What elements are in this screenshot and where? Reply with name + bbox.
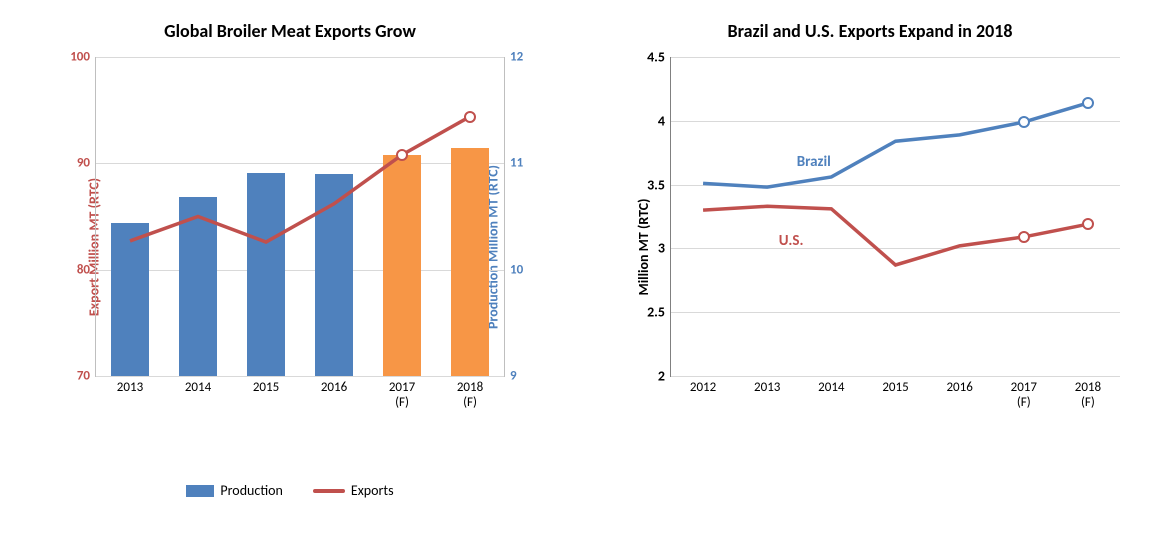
- legend-swatch-production: [186, 485, 214, 497]
- chart1-body: Export Million MT (RTC) Production Milli…: [40, 57, 560, 437]
- ytick-left: 90: [77, 156, 90, 171]
- marker-icon: [464, 111, 476, 123]
- series-line-us: [703, 206, 1088, 265]
- series-line-brazil: [703, 103, 1088, 187]
- xtick: 2014: [818, 380, 844, 395]
- ytick: 2.5: [647, 304, 665, 321]
- gridline: [96, 376, 504, 377]
- legend-item-production: Production: [186, 482, 282, 499]
- xtick: 2013: [754, 380, 780, 395]
- series-label-brazil: Brazil: [797, 153, 831, 171]
- ytick: 3: [658, 240, 665, 257]
- chart1-title: Global Broiler Meat Exports Grow: [20, 20, 560, 42]
- xtick: 2017 (F): [1011, 380, 1037, 410]
- xtick: 2015: [253, 380, 279, 395]
- chart2-title: Brazil and U.S. Exports Expand in 2018: [600, 20, 1140, 42]
- chart1-plot-area: 708090100910111220132014201520162017 (F)…: [95, 57, 505, 377]
- chart2-body: Million MT (RTC) 22.533.544.520122013201…: [600, 57, 1140, 437]
- xtick: 2016: [946, 380, 972, 395]
- xtick: 2018 (F): [1075, 380, 1101, 410]
- xtick: 2016: [321, 380, 347, 395]
- xtick: 2012: [690, 380, 716, 395]
- ytick: 4: [658, 112, 665, 129]
- chart2-y-axis-label: Million MT (RTC): [635, 198, 652, 295]
- ytick-right: 10: [510, 262, 523, 277]
- xtick: 2017 (F): [389, 380, 415, 410]
- legend-label-production: Production: [220, 482, 282, 499]
- legend-label-exports: Exports: [351, 482, 394, 499]
- xtick: 2018 (F): [457, 380, 483, 410]
- ytick: 4.5: [647, 49, 665, 66]
- charts-container: Global Broiler Meat Exports Grow Export …: [20, 20, 1147, 499]
- xtick: 2015: [882, 380, 908, 395]
- marker-icon: [1082, 218, 1094, 230]
- ytick-left: 100: [70, 50, 90, 65]
- ytick-right: 12: [510, 50, 523, 65]
- legend-item-exports: Exports: [313, 482, 394, 499]
- chart-global-broiler: Global Broiler Meat Exports Grow Export …: [20, 20, 560, 499]
- chart-brazil-us: Brazil and U.S. Exports Expand in 2018 M…: [600, 20, 1140, 437]
- exports-line: [130, 117, 470, 242]
- xtick: 2014: [185, 380, 211, 395]
- chart1-line-svg: [96, 57, 504, 376]
- ytick: 3.5: [647, 176, 665, 193]
- marker-icon: [1018, 231, 1030, 243]
- chart1-legend: Production Exports: [20, 482, 560, 499]
- ytick-left: 70: [77, 369, 90, 384]
- legend-swatch-exports: [313, 489, 345, 493]
- series-label-us: U.S.: [779, 232, 804, 250]
- chart2-plot-area: 22.533.544.5201220132014201520162017 (F)…: [670, 57, 1120, 377]
- ytick: 2: [658, 368, 665, 385]
- gridline: [671, 376, 1120, 377]
- ytick-left: 80: [77, 262, 90, 277]
- marker-icon: [396, 149, 408, 161]
- xtick: 2013: [117, 380, 143, 395]
- chart2-line-svg: [671, 57, 1120, 376]
- ytick-right: 11: [510, 156, 523, 171]
- ytick-right: 9: [510, 369, 517, 384]
- marker-icon: [1018, 116, 1030, 128]
- marker-icon: [1082, 97, 1094, 109]
